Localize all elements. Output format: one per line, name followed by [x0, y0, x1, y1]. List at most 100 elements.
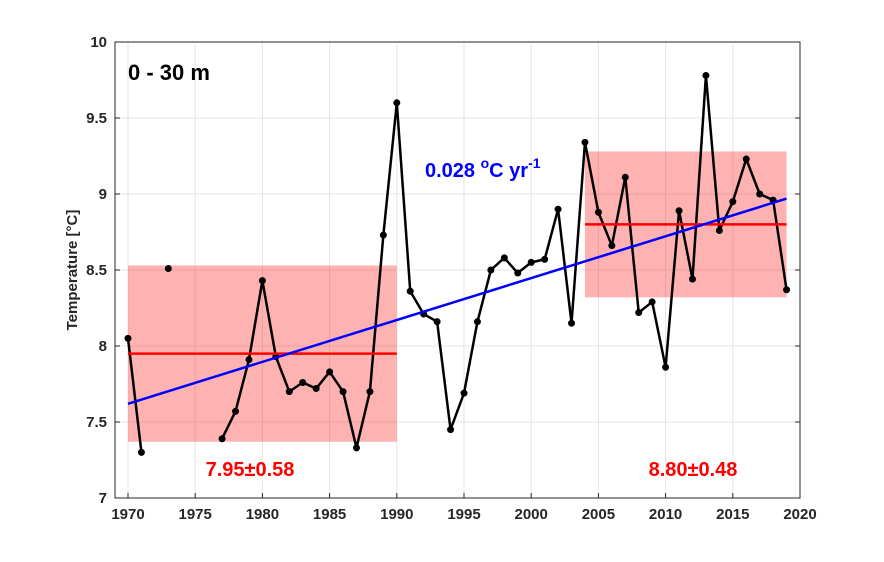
- series-segment: [624, 177, 640, 313]
- series-segment: [664, 210, 681, 368]
- data-point: [688, 275, 696, 283]
- data-point: [433, 318, 441, 326]
- data-point: [648, 298, 656, 306]
- data-point: [124, 334, 132, 342]
- series-segment: [355, 391, 372, 449]
- y-axis-label: Temperature [°C]: [64, 210, 81, 331]
- series-segment: [718, 201, 734, 232]
- series-segment: [126, 338, 143, 453]
- data-point: [232, 407, 240, 415]
- data-point: [635, 309, 643, 317]
- data-point: [326, 368, 334, 376]
- data-point: [527, 258, 535, 266]
- data-point: [500, 254, 508, 262]
- x-tick-label: 2015: [716, 506, 749, 523]
- data-point: [258, 277, 266, 285]
- data-point: [742, 155, 750, 163]
- data-point: [447, 426, 455, 434]
- data-point: [756, 190, 764, 198]
- series-segment: [610, 177, 627, 246]
- data-point: [514, 269, 522, 277]
- data-point: [460, 389, 468, 397]
- data-point: [406, 287, 414, 295]
- series-segment: [476, 269, 493, 322]
- series-segment: [341, 391, 358, 449]
- series-segment: [368, 234, 385, 392]
- data-series: [124, 71, 791, 456]
- data-point: [245, 356, 253, 364]
- data-point: [662, 363, 670, 371]
- period-1-label: 7.95±0.58: [206, 459, 295, 481]
- data-point: [299, 378, 307, 386]
- data-point: [366, 388, 374, 396]
- series-segment: [745, 158, 761, 195]
- data-point: [621, 173, 629, 181]
- x-tick-label: 1975: [179, 506, 212, 523]
- x-tick-label: 2000: [515, 506, 548, 523]
- data-point: [285, 388, 293, 396]
- data-point: [702, 71, 710, 79]
- series-segment: [261, 280, 278, 357]
- data-point: [137, 448, 145, 456]
- series-segment: [691, 75, 708, 280]
- series-segment: [234, 359, 251, 412]
- trend-line: [127, 197, 787, 405]
- data-point: [675, 207, 683, 215]
- trend-label: 0.028 oC yr-1: [425, 155, 541, 182]
- y-tick-label: 9.5: [86, 110, 107, 127]
- data-point: [608, 242, 616, 250]
- data-point: [554, 205, 562, 213]
- data-point: [568, 319, 576, 327]
- data-point: [393, 99, 401, 107]
- series-segment: [395, 102, 412, 292]
- x-tick-label: 1970: [111, 506, 144, 523]
- series-segment: [583, 142, 600, 213]
- x-tick-label: 1980: [246, 506, 279, 523]
- series-segment: [462, 321, 479, 394]
- y-tick-label: 9: [99, 186, 107, 203]
- series-segment: [677, 210, 694, 280]
- series-segment: [409, 290, 425, 315]
- panel-label: 0 - 30 m: [128, 60, 210, 85]
- series-segment: [704, 75, 721, 231]
- data-point: [581, 138, 589, 146]
- data-point: [339, 388, 347, 396]
- series-segment: [328, 371, 345, 393]
- axes: 1970 1975 1980 1985 1990 1995 2000 2005 2010 2015…: [86, 34, 817, 523]
- series-segment: [731, 158, 748, 202]
- series-segment: [556, 209, 573, 324]
- series-segment: [543, 208, 560, 260]
- x-tick-label: 2005: [582, 506, 615, 523]
- series-segment: [220, 410, 237, 440]
- series-segment: [570, 142, 587, 324]
- series-segment: [435, 321, 452, 430]
- y-tick-label: 7: [99, 490, 107, 507]
- series-segment: [382, 102, 399, 236]
- y-tick-label: 10: [90, 34, 107, 51]
- data-point: [729, 198, 737, 206]
- data-point: [352, 444, 360, 452]
- x-tick-label: 2010: [649, 506, 682, 523]
- data-point: [487, 266, 495, 274]
- data-point: [218, 435, 226, 443]
- series-segment: [274, 356, 291, 393]
- data-point: [379, 231, 387, 239]
- y-tick-label: 8.5: [86, 262, 107, 279]
- y-tick-label: 7.5: [86, 414, 107, 431]
- series-segment: [449, 392, 466, 431]
- data-point: [783, 286, 791, 294]
- data-point: [164, 264, 172, 272]
- series-segment: [315, 371, 331, 390]
- data-point: [715, 226, 723, 234]
- data-point: [473, 318, 481, 326]
- x-tick-label: 1990: [380, 506, 413, 523]
- y-tick-label: 8: [99, 338, 107, 355]
- x-tick-label: 2020: [783, 506, 816, 523]
- x-tick-label: 1995: [447, 506, 480, 523]
- series-segment: [650, 301, 667, 368]
- period-2-label: 8.80±0.48: [649, 459, 738, 481]
- axes-box: [114, 41, 801, 499]
- data-point: [312, 385, 320, 393]
- series-segment: [771, 199, 788, 290]
